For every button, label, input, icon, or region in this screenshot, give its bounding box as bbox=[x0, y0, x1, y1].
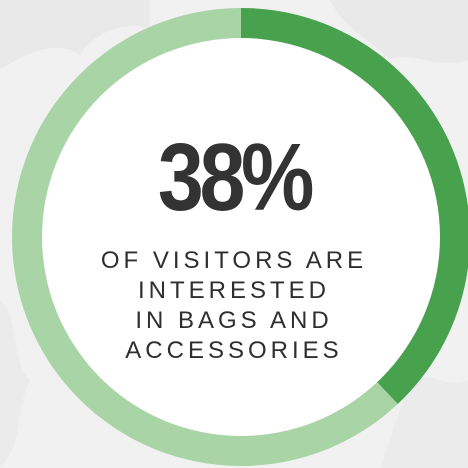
caption-line: OF VISITORS ARE bbox=[100, 247, 368, 274]
percentage-value: 38% bbox=[157, 124, 315, 231]
caption-line: IN BAGS AND bbox=[135, 307, 333, 334]
map-landmass bbox=[330, 0, 468, 63]
map-landmass bbox=[380, 377, 468, 468]
map-landmass bbox=[0, 0, 150, 70]
map-landmass bbox=[0, 300, 30, 468]
caption-line: ACCESSORIES bbox=[125, 337, 343, 364]
caption-line: INTERESTED bbox=[137, 277, 330, 304]
percentage-caption: OF VISITORS ARE INTERESTED IN BAGS AND A… bbox=[64, 246, 404, 366]
donut-center bbox=[42, 38, 440, 436]
